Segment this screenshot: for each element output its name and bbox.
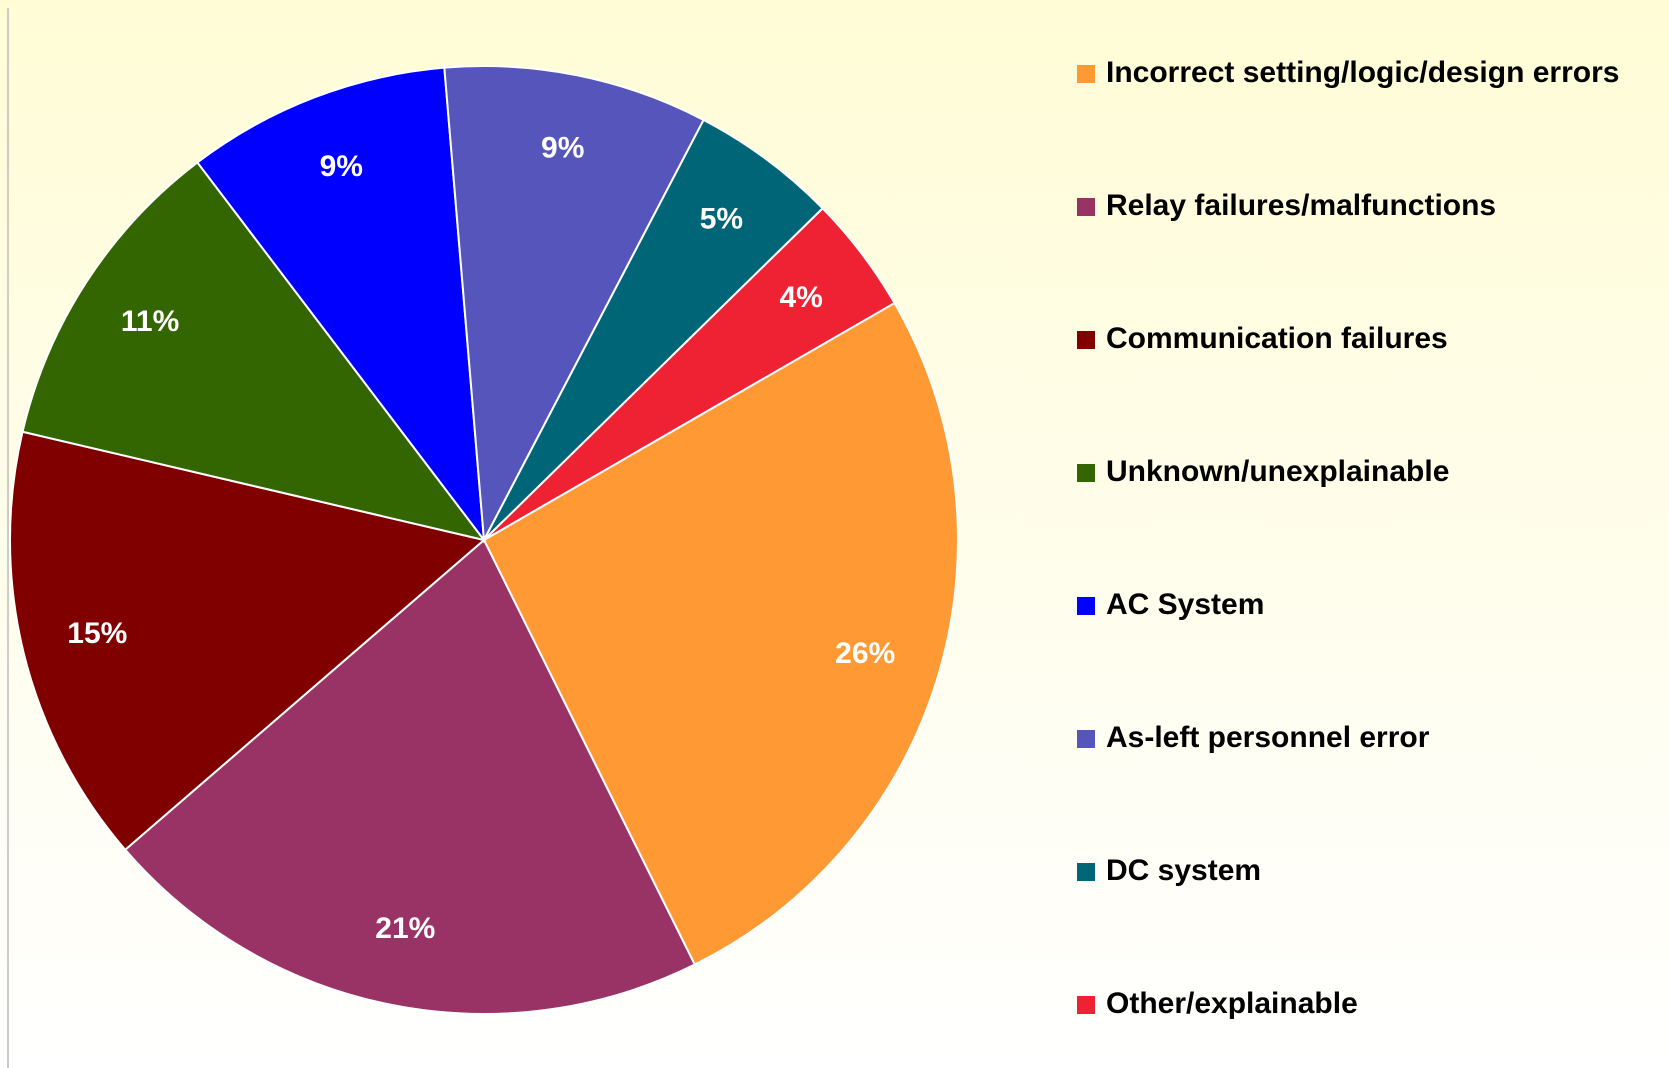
- pie-slice: [443, 65, 705, 544]
- data-label: 4%: [779, 281, 822, 314]
- data-label: 11%: [121, 305, 179, 338]
- data-label: 5%: [700, 202, 743, 235]
- legend-swatch: [1077, 597, 1095, 615]
- pie: 26% 21% 15% 11% 9% 9% 5% 4%: [9, 65, 959, 1015]
- pie-slice: [9, 430, 487, 852]
- legend-label: Incorrect setting/logic/design errors: [1106, 56, 1619, 89]
- data-label: 26%: [835, 637, 895, 670]
- pie-slice: [483, 206, 896, 541]
- legend-label: Unknown/unexplainable: [1106, 455, 1449, 488]
- data-label: 9%: [320, 150, 363, 183]
- legend-swatch: [1077, 65, 1095, 83]
- legend-label: Other/explainable: [1106, 987, 1358, 1020]
- legend-label: Relay failures/malfunctions: [1106, 189, 1496, 222]
- data-label: 21%: [375, 912, 435, 945]
- data-label: 15%: [67, 617, 127, 650]
- legend: Incorrect setting/logic/design errors Rel…: [1077, 56, 1619, 1020]
- legend-label: Communication failures: [1106, 322, 1448, 355]
- legend-label: AC System: [1106, 588, 1264, 621]
- legend-label: DC system: [1106, 854, 1261, 887]
- pie-slice: [21, 161, 487, 542]
- legend-swatch: [1077, 464, 1095, 482]
- pie-slice: [482, 301, 959, 966]
- pie-slice: [483, 118, 825, 541]
- legend-swatch: [1077, 730, 1095, 748]
- legend-swatch: [1077, 996, 1095, 1014]
- legend-label: As-left personnel error: [1106, 721, 1430, 754]
- pie-slice: [123, 538, 697, 1015]
- legend-swatch: [1077, 331, 1095, 349]
- data-label: 9%: [541, 132, 584, 165]
- pie-slice: [196, 66, 486, 544]
- legend-swatch: [1077, 198, 1095, 216]
- legend-swatch: [1077, 863, 1095, 881]
